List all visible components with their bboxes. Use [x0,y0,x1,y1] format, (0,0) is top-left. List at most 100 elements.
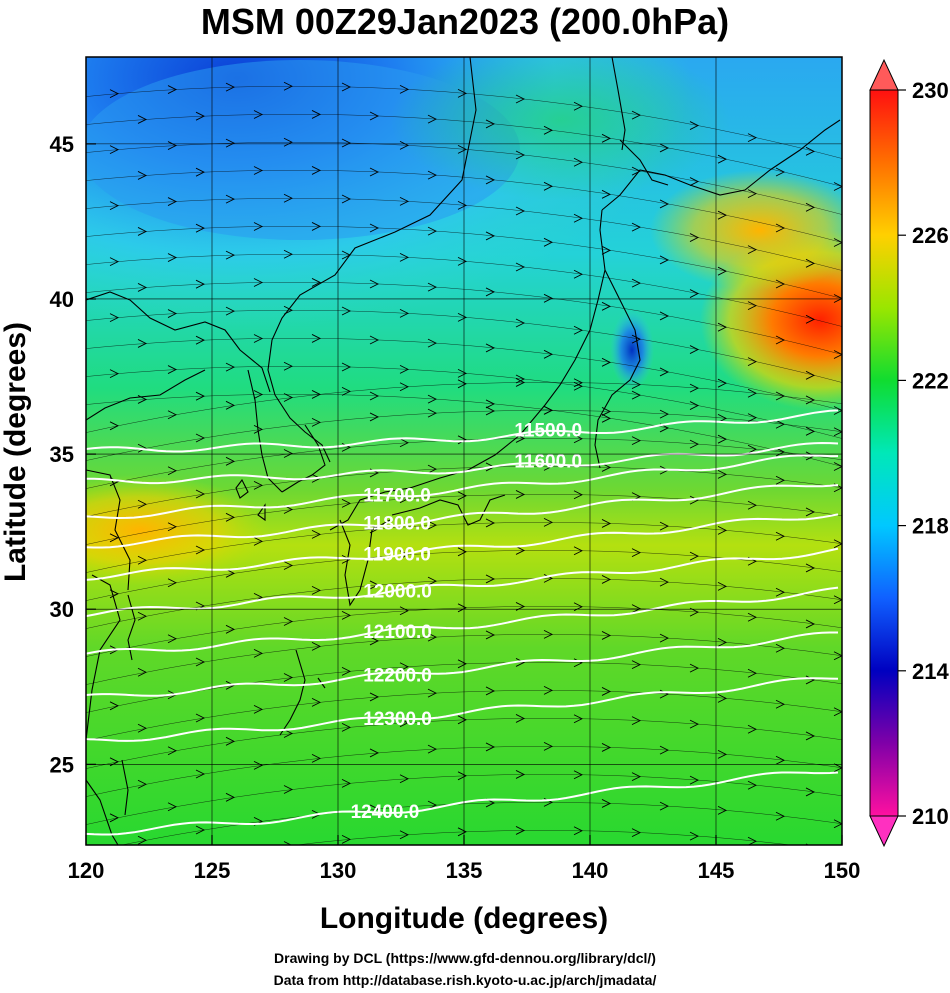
contour-line [86,631,838,697]
wind-arrow [283,193,294,203]
wind-arrow [659,409,670,419]
wind-arrow [311,278,322,287]
wind-arrow [717,434,728,444]
wind-arrow [775,419,786,429]
x-tick-label: 120 [68,858,105,883]
axis-ticks: 120 125 130 135 140 145 150 45 40 35 30 25 [50,57,860,883]
contour-line [86,454,838,520]
wind-arrow [717,322,728,332]
contour-line [86,677,839,742]
wind-arrow [747,500,758,510]
wind-arrow [195,279,206,289]
wind-arrow [427,688,438,698]
wind-arrow [833,182,842,191]
wind-arrow [485,231,496,241]
contour-line [86,771,839,836]
x-axis-label: Longitude (degrees) [320,902,608,935]
y-tick-label: 25 [50,752,74,777]
wind-arrow [515,150,526,160]
contour-label: 12200.0 [363,665,432,686]
wind-arrow [457,827,468,837]
wind-arrow [311,222,322,231]
wind-arrow [689,551,700,561]
contour-label: 11900.0 [363,544,431,565]
wind-arrow [341,362,352,372]
wind-arrow [805,202,816,212]
wind-arrow [543,517,554,527]
wind-arrow [253,760,264,770]
wind-arrow [457,659,468,669]
wind-arrow [457,603,468,613]
wind-arrow [457,89,468,98]
wind-arrow [195,825,206,835]
wind-arrow [341,778,352,788]
colorbar-tick-label: 210 [912,804,949,829]
wind-arrow [137,499,148,509]
contour-label: 11500.0 [514,420,582,441]
wind-arrow [573,157,584,167]
wind-arrow [457,145,468,154]
wind-arrow [747,668,758,678]
wind-arrow [399,606,410,616]
wind-arrow [167,522,178,532]
wind-arrow [631,380,642,390]
wind-arrow [457,379,468,389]
wind-arrow [311,110,322,119]
wind-arrow [573,826,584,836]
wind-arrow [601,133,612,143]
wind-arrow [369,223,380,233]
wind-arrow [341,250,352,260]
wind-arrow [225,568,236,578]
wind-arrow [775,643,786,653]
wind-arrow [515,770,526,779]
wind-arrow [747,189,758,199]
wind-arrow [369,636,380,646]
wind-arrow [833,462,842,471]
wind-arrow [515,434,526,443]
wind-arrow [775,223,786,233]
wind-arrow [195,489,206,499]
wind-arrow [369,748,380,758]
wind-arrow [573,546,584,556]
wind-arrow [137,227,148,236]
wind-arrow [137,723,148,733]
wind-arrow [805,258,816,268]
wind-arrow [833,238,842,247]
wind-arrow [369,279,380,289]
wind-arrow [137,443,148,453]
credit-data-source: Data from http://database.rish.kyoto-u.a… [273,972,657,988]
wind-arrow [631,110,642,120]
wind-arrow [137,339,148,348]
colorbar-tick-label: 214 [912,659,949,684]
wind-arrow [689,495,700,505]
wind-arrow [341,610,352,620]
wind-arrow [195,657,206,667]
wind-arrow [515,826,526,835]
wind-arrow [225,306,236,316]
wind-arrow [573,325,584,335]
wind-arrow [717,469,728,479]
wind-arrow [137,115,148,124]
wind-arrow [167,746,178,756]
wind-arrow [283,81,294,91]
wind-arrow [427,170,438,180]
wind-arrow [601,631,612,640]
wind-arrow [689,383,700,393]
wind-arrow [601,519,612,528]
wind-arrow [631,334,642,344]
wind-arrow [631,222,642,232]
wind-arrow [137,283,148,292]
wind-arrow [659,367,670,377]
wind-arrow [659,311,670,321]
wind-arrow [369,111,380,121]
wind-arrow [515,378,526,387]
wind-arrow [110,870,118,878]
wind-arrow [515,262,526,272]
wind-arrow [631,772,642,782]
wind-arrow [775,167,786,177]
wind-arrow [253,110,264,119]
wind-arrow [137,555,148,565]
wind-arrow [833,350,842,359]
wind-arrow [225,624,236,634]
wind-arrow [137,395,148,404]
